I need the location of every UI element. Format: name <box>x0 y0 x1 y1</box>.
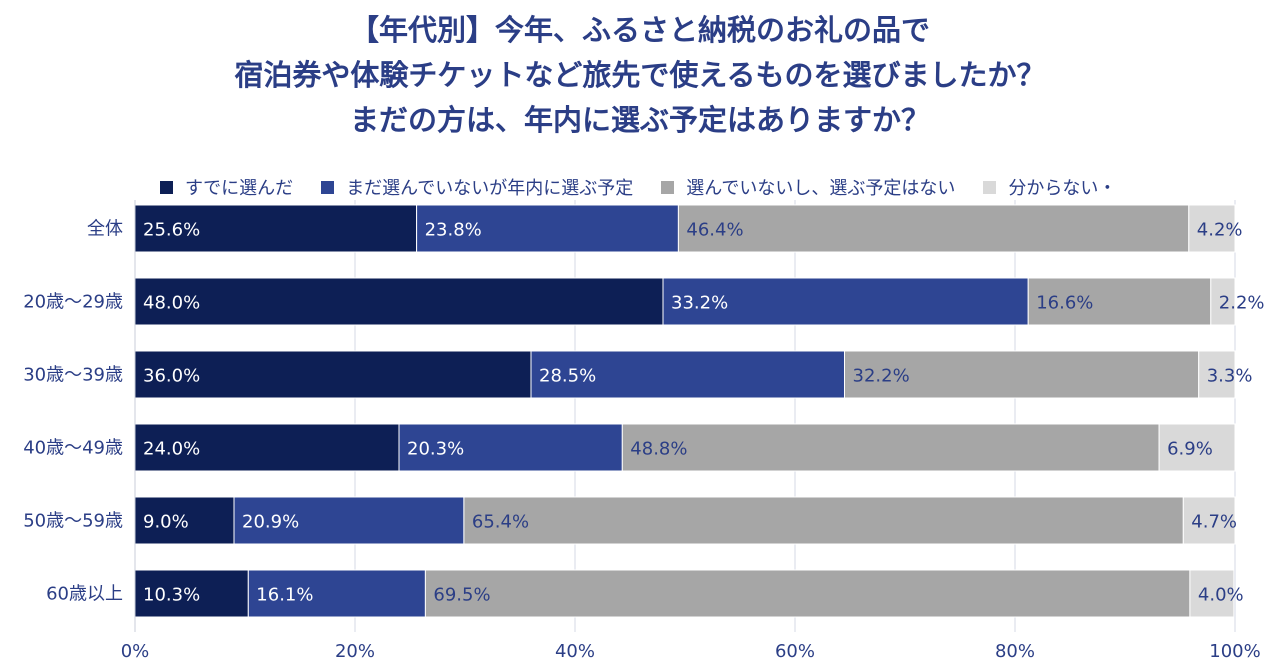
bar-segment <box>1198 350 1236 399</box>
bar-segment <box>398 423 623 472</box>
bar-segment <box>134 569 249 618</box>
data-label: 16.1% <box>256 585 313 606</box>
data-label: 48.0% <box>143 293 200 314</box>
data-label: 4.7% <box>1191 512 1237 533</box>
bar-segment <box>134 277 664 326</box>
bar-segment <box>1188 204 1236 253</box>
legend: すでに選んだ まだ選んでいないが年内に選ぶ予定 選んでいないし、選ぶ予定はない … <box>160 174 1144 200</box>
data-label: 46.4% <box>686 220 743 241</box>
data-label: 4.2% <box>1197 220 1243 241</box>
legend-swatch <box>983 180 997 194</box>
legend-item-already-chosen: すでに選んだ <box>160 174 293 200</box>
x-tick-label: 40% <box>555 641 595 662</box>
bar-segment <box>424 569 1191 618</box>
category-label: 20歳〜29歳 <box>23 292 123 313</box>
legend-item-dont-know: 分からない・ <box>983 174 1116 200</box>
legend-item-plan-to-choose: まだ選んでいないが年内に選ぶ予定 <box>321 174 633 200</box>
x-tick-label: 60% <box>775 641 815 662</box>
data-label: 25.6% <box>143 220 200 241</box>
bar-segment <box>844 350 1200 399</box>
data-label: 24.0% <box>143 439 200 460</box>
bar-segment <box>1182 496 1236 545</box>
bar-segment <box>677 204 1190 253</box>
data-label: 9.0% <box>143 512 189 533</box>
data-label: 10.3% <box>143 585 200 606</box>
data-label: 20.3% <box>407 439 464 460</box>
bar-segment <box>1027 277 1212 326</box>
bar-segment <box>1158 423 1236 472</box>
data-label: 32.2% <box>853 366 910 387</box>
bar-segment <box>1210 277 1236 326</box>
bar-segment <box>530 350 845 399</box>
chart-title: 【年代別】今年、ふるさと納税のお礼の品で 宿泊券や体験チケットなど旅先で使えるも… <box>0 8 1280 143</box>
category-label: 50歳〜59歳 <box>23 511 123 532</box>
title-line-3: まだの方は、年内に選ぶ予定はありますか？ <box>349 103 930 137</box>
category-label: 30歳〜39歳 <box>23 365 123 386</box>
data-label: 23.8% <box>425 220 482 241</box>
title-line-2: 宿泊券や体験チケットなど旅先で使えるものを選びましたか？ <box>234 58 1046 92</box>
x-tick-label: 80% <box>995 641 1035 662</box>
x-tick-label: 0% <box>121 641 150 662</box>
bar-segment <box>416 204 679 253</box>
bar-segment <box>134 350 532 399</box>
bar-segment <box>247 569 426 618</box>
x-tick-label: 20% <box>335 641 375 662</box>
legend-label: すでに選んだ <box>185 178 294 199</box>
bar-segment <box>621 423 1160 472</box>
x-tick-label: 100% <box>1209 641 1260 662</box>
data-label: 3.3% <box>1207 366 1253 387</box>
category-label: 60歳以上 <box>46 584 123 605</box>
legend-label: 分からない・ <box>1008 178 1117 199</box>
data-label: 48.8% <box>630 439 687 460</box>
bar-segment <box>463 496 1184 545</box>
legend-swatch <box>661 180 675 194</box>
bar-segment <box>134 204 418 253</box>
data-label: 2.2% <box>1219 293 1265 314</box>
data-label: 6.9% <box>1167 439 1213 460</box>
title-line-1: 【年代別】今年、ふるさと納税のお礼の品で <box>349 13 930 47</box>
data-label: 28.5% <box>539 366 596 387</box>
bar-segment <box>1189 569 1235 618</box>
category-label: 40歳〜49歳 <box>23 438 123 459</box>
legend-swatch <box>160 180 173 194</box>
data-label: 4.0% <box>1198 585 1244 606</box>
bar-segment <box>233 496 465 545</box>
legend-label: まだ選んでいないが年内に選ぶ予定 <box>346 178 634 199</box>
legend-item-no-plan: 選んでいないし、選ぶ予定はない <box>661 174 955 200</box>
data-label: 69.5% <box>433 585 490 606</box>
bar-segment <box>134 423 400 472</box>
data-label: 33.2% <box>671 293 728 314</box>
bar-segment <box>134 496 235 545</box>
data-label: 65.4% <box>472 512 529 533</box>
legend-swatch <box>321 180 335 194</box>
legend-label: 選んでいないし、選ぶ予定はない <box>686 178 956 199</box>
data-label: 20.9% <box>242 512 299 533</box>
data-label: 36.0% <box>143 366 200 387</box>
data-label: 16.6% <box>1036 293 1093 314</box>
category-label: 全体 <box>87 219 123 240</box>
